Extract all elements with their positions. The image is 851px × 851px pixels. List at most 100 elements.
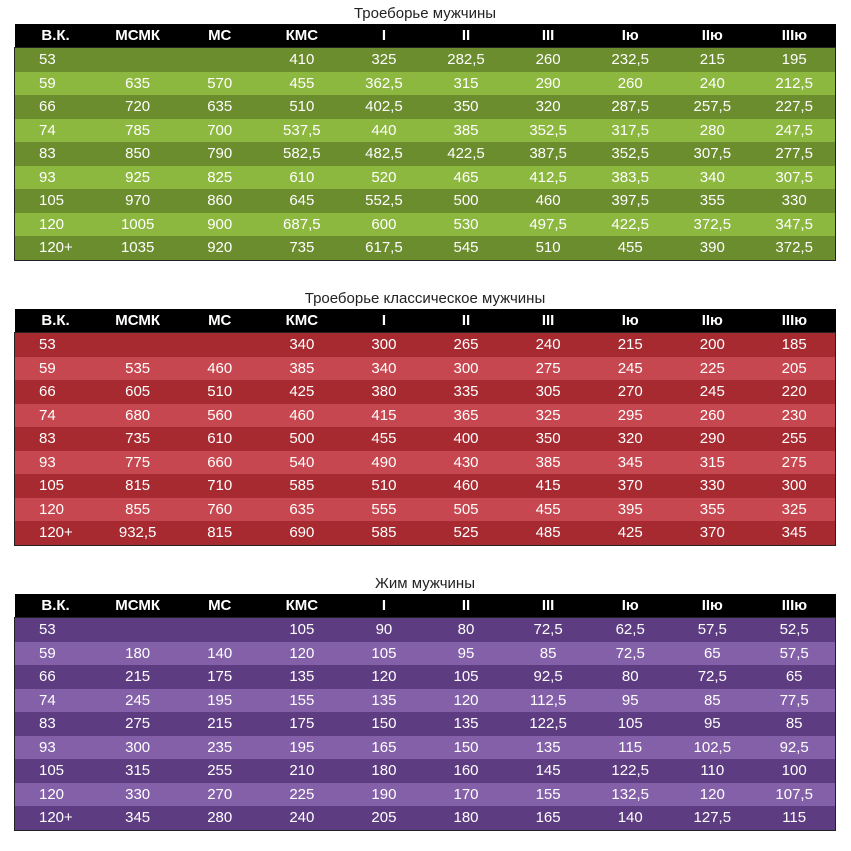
- table-section-powerlifting: Троеборье мужчины В.К. МСМК МС КМС I II III Iю I…: [14, 4, 836, 261]
- standard-cell: 205: [342, 806, 425, 830]
- standard-cell: 605: [96, 380, 179, 404]
- weight-class-cell: 53: [14, 617, 97, 642]
- standard-cell: 1005: [96, 212, 179, 236]
- standard-cell: 180: [342, 759, 425, 783]
- standard-cell: 365: [424, 403, 508, 427]
- standard-cell: 282,5: [424, 47, 508, 72]
- column-header: III: [507, 24, 590, 48]
- standard-cell: 920: [178, 236, 261, 260]
- weight-class-cell: 93: [14, 165, 97, 189]
- standard-cell: 112,5: [507, 688, 590, 712]
- table-row: 66 215 175 135 120 105 92,5 80 72,5 65: [14, 665, 836, 689]
- standard-cell: 132,5: [589, 782, 672, 806]
- standard-cell: 230: [753, 403, 836, 427]
- standard-cell: 760: [178, 497, 261, 521]
- standard-cell: 280: [671, 118, 754, 142]
- standard-cell: 122,5: [507, 712, 590, 736]
- standard-cell: 150: [424, 735, 508, 759]
- standard-cell: 415: [507, 474, 590, 498]
- standard-cell: 115: [589, 735, 672, 759]
- standard-cell: 720: [96, 95, 179, 119]
- standard-cell: 257,5: [671, 95, 754, 119]
- standard-cell: 245: [671, 380, 754, 404]
- standard-cell: 380: [342, 380, 425, 404]
- standard-cell: 232,5: [589, 47, 672, 72]
- standard-cell: 520: [342, 165, 425, 189]
- standard-cell: 307,5: [671, 142, 754, 166]
- column-header: IIю: [671, 24, 754, 48]
- standard-cell: 220: [753, 380, 836, 404]
- column-header: III: [507, 309, 590, 333]
- standard-cell: 610: [260, 165, 343, 189]
- standard-cell: 295: [589, 403, 672, 427]
- standard-cell: 115: [753, 806, 836, 830]
- standard-cell: 635: [178, 95, 261, 119]
- standard-cell: 195: [260, 735, 343, 759]
- column-header: МС: [178, 24, 261, 48]
- standard-cell: 350: [507, 427, 590, 451]
- standard-cell: 72,5: [589, 641, 672, 665]
- standard-cell: 270: [589, 380, 672, 404]
- standard-cell: 150: [342, 712, 425, 736]
- standard-cell: 305: [507, 380, 590, 404]
- table-row: 105 970 860 645 552,5 500 460 397,5 355 330: [14, 189, 836, 213]
- standard-cell: 570: [178, 71, 261, 95]
- standard-cell: [178, 332, 261, 357]
- standard-cell: 815: [178, 521, 261, 545]
- standard-cell: 240: [507, 332, 590, 357]
- standard-cell: 72,5: [507, 617, 590, 642]
- standard-cell: 582,5: [260, 142, 343, 166]
- standard-cell: 190: [342, 782, 425, 806]
- standard-cell: 330: [753, 189, 836, 213]
- standard-cell: 240: [260, 806, 343, 830]
- header-row: В.К. МСМК МС КМС I II III Iю IIю IIIю: [14, 594, 836, 618]
- standard-cell: 95: [424, 641, 508, 665]
- standard-cell: 102,5: [671, 735, 754, 759]
- standard-cell: 687,5: [260, 212, 343, 236]
- standard-cell: 500: [424, 189, 508, 213]
- table-row: 66 720 635 510 402,5 350 320 287,5 257,5 227,5: [14, 95, 836, 119]
- weight-class-cell: 74: [14, 118, 97, 142]
- standard-cell: 555: [342, 497, 425, 521]
- weight-class-cell: 83: [14, 142, 97, 166]
- standard-cell: 215: [178, 712, 261, 736]
- standard-cell: 317,5: [589, 118, 672, 142]
- standard-cell: 80: [424, 617, 508, 642]
- standard-cell: 52,5: [753, 617, 836, 642]
- standard-cell: 127,5: [671, 806, 754, 830]
- table-row: 93 775 660 540 490 430 385 345 315 275: [14, 450, 836, 474]
- standard-cell: 925: [96, 165, 179, 189]
- column-header: II: [424, 594, 508, 618]
- standard-cell: 932,5: [96, 521, 179, 545]
- standard-cell: 145: [507, 759, 590, 783]
- table-row: 105 315 255 210 180 160 145 122,5 110 100: [14, 759, 836, 783]
- standard-cell: 330: [671, 474, 754, 498]
- standard-cell: 240: [671, 71, 754, 95]
- standard-cell: 370: [671, 521, 754, 545]
- table-row: 53 340 300 265 240 215 200 185: [14, 332, 836, 357]
- standard-cell: 315: [671, 450, 754, 474]
- standard-cell: [96, 332, 179, 357]
- standard-cell: 85: [753, 712, 836, 736]
- standard-cell: 245: [96, 688, 179, 712]
- standard-cell: 455: [507, 497, 590, 521]
- column-header: МС: [178, 309, 261, 333]
- weight-class-cell: 66: [14, 665, 97, 689]
- standard-cell: 105: [260, 617, 343, 642]
- column-header: IIю: [671, 594, 754, 618]
- standard-cell: 315: [96, 759, 179, 783]
- table-row: 93 925 825 610 520 465 412,5 383,5 340 307,5: [14, 165, 836, 189]
- standard-cell: 412,5: [507, 165, 590, 189]
- standard-cell: 92,5: [753, 735, 836, 759]
- standard-cell: 775: [96, 450, 179, 474]
- standard-cell: 465: [424, 165, 508, 189]
- standard-cell: 227,5: [753, 95, 836, 119]
- column-header: В.К.: [14, 594, 97, 618]
- table-row: 105 815 710 585 510 460 415 370 330 300: [14, 474, 836, 498]
- weight-class-cell: 120: [14, 212, 97, 236]
- weight-class-cell: 83: [14, 427, 97, 451]
- standard-cell: 275: [507, 356, 590, 380]
- standard-cell: 110: [671, 759, 754, 783]
- standard-cell: 735: [96, 427, 179, 451]
- standard-cell: 525: [424, 521, 508, 545]
